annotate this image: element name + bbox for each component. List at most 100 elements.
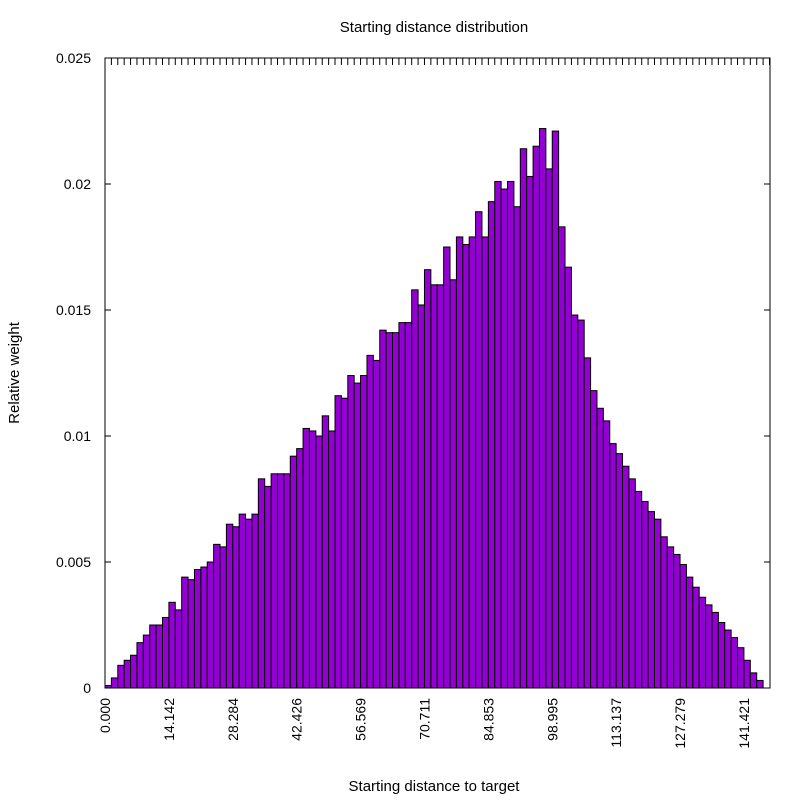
histogram-bar: [634, 490, 643, 689]
histogram-bar: [123, 659, 132, 689]
y-tick-label: 0.015: [56, 302, 91, 318]
histogram-bar: [583, 357, 592, 689]
histogram-bar: [187, 579, 195, 689]
histogram-bar: [590, 390, 598, 689]
histogram-bar: [283, 473, 291, 689]
histogram-bar: [334, 395, 342, 689]
histogram-bar: [743, 659, 751, 689]
histogram-bar: [372, 359, 381, 689]
histogram-bar: [545, 168, 553, 689]
histogram-bar: [130, 654, 138, 689]
histogram-bar: [481, 236, 489, 689]
histogram-bar: [219, 546, 227, 689]
histogram-bar: [181, 576, 189, 689]
histogram-bar: [289, 455, 298, 689]
histogram-bar: [749, 672, 758, 689]
histogram-bar: [602, 420, 611, 689]
histogram-bar: [455, 236, 464, 689]
histogram-bar: [200, 566, 208, 689]
histogram-bar: [538, 128, 547, 689]
histogram-bar: [577, 319, 585, 689]
histogram-bar: [366, 354, 374, 689]
x-axis-label: Starting distance to target: [349, 778, 521, 795]
histogram-bar: [685, 576, 694, 689]
histogram-bar: [532, 145, 540, 689]
histogram-bar: [628, 478, 636, 689]
x-tick-label: 84.853: [480, 698, 496, 741]
histogram-bar: [705, 604, 713, 689]
histogram-bar: [558, 226, 566, 689]
histogram-bar: [110, 677, 119, 689]
histogram-bar: [679, 564, 687, 689]
x-tick-label: 28.284: [225, 698, 241, 741]
histogram-bar: [264, 485, 272, 689]
histogram-bar: [494, 180, 502, 689]
histogram-bar: [730, 637, 739, 689]
y-axis-label: Relative weight: [6, 321, 23, 424]
histogram-bar: [174, 609, 183, 689]
histogram-bar: [257, 478, 266, 689]
histogram-bar: [653, 518, 662, 689]
histogram-bar: [673, 553, 681, 689]
histogram-bar: [245, 518, 253, 689]
histogram-bar: [468, 236, 477, 689]
histogram-bar: [251, 513, 259, 689]
histogram-bar: [149, 624, 157, 689]
histogram-bar: [519, 148, 528, 689]
histogram-bar: [717, 621, 726, 689]
histogram-bar: [609, 443, 617, 689]
y-tick-label: 0.02: [64, 176, 91, 192]
histogram-bar: [347, 375, 355, 689]
histogram-bar: [475, 211, 483, 689]
histogram-bar: [340, 397, 349, 689]
histogram-bar: [238, 513, 247, 689]
histogram-bar: [385, 332, 394, 689]
x-tick-label: 70.711: [417, 698, 433, 740]
histogram-bar: [641, 501, 649, 689]
y-axis: 0 0.005 0.01 0.015 0.02 0.025: [56, 50, 770, 696]
histogram-bar: [430, 284, 438, 689]
chart-title: Starting distance distribution: [340, 19, 528, 36]
histogram-bar: [698, 596, 707, 689]
histogram-bar: [308, 430, 317, 689]
x-tick-label: 42.426: [289, 698, 305, 741]
histogram-bar: [737, 647, 745, 689]
histogram-bar: [711, 611, 719, 689]
histogram-bar: [500, 188, 509, 689]
x-axis: 0.000 14.142 28.284 42.426 56.569 70.711 84.85…: [97, 682, 752, 749]
histogram-bar: [142, 634, 151, 689]
histogram-bar: [168, 601, 176, 689]
minor-ticks: [104, 58, 770, 65]
y-tick-label: 0.005: [56, 554, 91, 570]
histogram-bar: [321, 415, 330, 689]
histogram-bar: [328, 430, 336, 689]
histogram-bar: [551, 130, 560, 689]
histogram-bar: [315, 435, 323, 689]
y-tick-label: 0: [83, 680, 91, 696]
histogram-bar: [507, 180, 515, 689]
histogram-bar: [526, 175, 534, 689]
histogram-bar: [724, 629, 732, 689]
histogram-bar: [564, 266, 572, 689]
x-tick-label: 98.995: [544, 698, 560, 741]
histogram-bar: [622, 465, 630, 689]
histogram-bar: [692, 586, 700, 689]
histogram-bar: [462, 243, 470, 689]
histogram-bar: [404, 322, 413, 689]
x-tick-label: 14.142: [161, 698, 177, 741]
histogram-bar: [270, 473, 279, 689]
histogram-bar: [136, 642, 144, 689]
histogram-bar: [398, 322, 406, 689]
histogram-bar: [660, 536, 668, 689]
histogram-bar: [225, 523, 234, 689]
histogram-bar: [392, 332, 400, 689]
x-tick-label: 127.279: [672, 698, 688, 749]
histogram-bar: [162, 616, 170, 689]
histogram-bar: [756, 679, 764, 689]
histogram-bar: [277, 473, 285, 689]
histogram-bar: [353, 382, 362, 689]
histogram-bar: [666, 546, 675, 689]
x-tick-label: 56.569: [353, 698, 369, 741]
histogram-bar: [570, 314, 579, 689]
